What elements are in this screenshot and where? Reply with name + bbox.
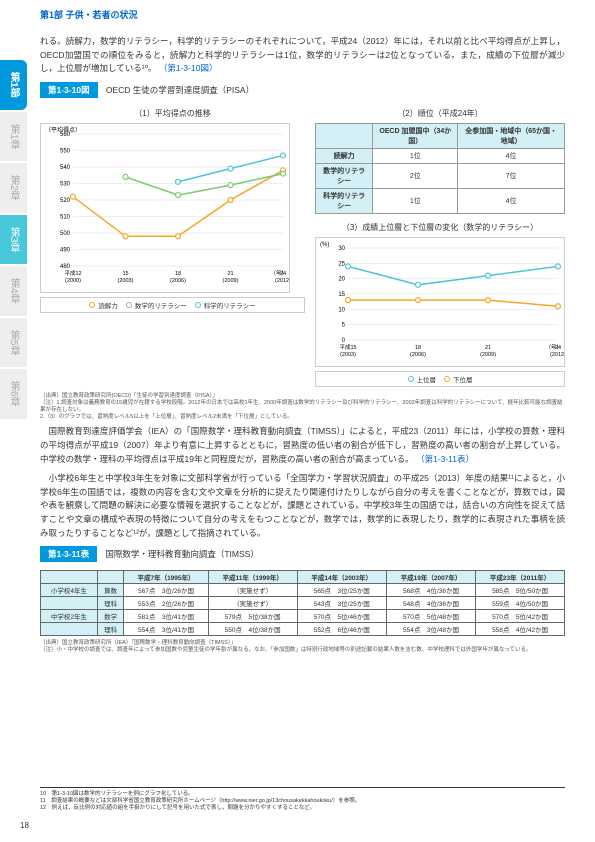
svg-text:480: 480 — [60, 264, 71, 270]
svg-text:10: 10 — [338, 307, 345, 313]
svg-text:(%): (%) — [320, 242, 329, 248]
page-number: 18 — [20, 821, 29, 830]
fig-title: OECD 生徒の学習到達度調査（PISA） — [106, 85, 254, 95]
sidebar: 第1部 第1章第2章第3章第4章第5章第6章 — [0, 60, 32, 421]
chart3-title: （3）成績上位層と下位層の変化（数学的リテラシー） — [315, 222, 565, 233]
figure-10: 第1-3-10図 OECD 生徒の学習到達度調査（PISA） （1）平均得点の推… — [40, 82, 565, 422]
tbl-label: 第1-3-11表 — [40, 546, 97, 562]
svg-text:20: 20 — [338, 276, 345, 282]
svg-text:18: 18 — [415, 345, 421, 351]
svg-text:(2003): (2003) — [118, 278, 134, 284]
svg-text:21: 21 — [227, 271, 233, 277]
sidebar-chapter-5: 第6章 — [0, 369, 27, 419]
fig-label: 第1-3-10図 — [40, 82, 98, 98]
sidebar-chapter-4: 第5章 — [0, 318, 27, 368]
table11-source: （出典）国立教育政策研究所（IEA）「国際数学・理科教育動向調査（TIMSS）」… — [40, 640, 565, 654]
chart1-legend: 読解力数学的リテラシー科学的リテラシー — [40, 297, 305, 313]
svg-text:18: 18 — [175, 271, 181, 277]
tbl-title: 国際数学・理科教育動向調査（TIMSS） — [105, 549, 258, 559]
svg-text:平成12: 平成12 — [64, 269, 81, 277]
body-p1: 国際教育到達度評価学会（IEA）の「国際数学・理科教育動向調査（TIMSS）」に… — [40, 425, 565, 466]
svg-text:(2000): (2000) — [65, 278, 81, 284]
svg-text:(2012): (2012) — [275, 278, 290, 284]
svg-text:(2006): (2006) — [410, 352, 426, 358]
svg-text:5: 5 — [342, 322, 346, 328]
sidebar-chapter-0: 第1章 — [0, 112, 27, 162]
rank-table: OECD 加盟国中（34か国）全参加国・地域中（65か国・地域）読解力1位4位数… — [315, 123, 565, 214]
sidebar-part: 第1部 — [0, 60, 27, 110]
svg-text:15: 15 — [122, 271, 128, 277]
svg-text:490: 490 — [60, 247, 71, 253]
sidebar-chapter-3: 第4章 — [0, 266, 27, 316]
svg-text:(2009): (2009) — [480, 352, 496, 358]
page-header: 第1部 子供・若者の状況 — [0, 0, 595, 25]
body-p2: 小学校6年生と中学校3年生を対象に文部科学省が行っている「全国学力・学習状況調査… — [40, 472, 565, 540]
svg-text:510: 510 — [60, 214, 71, 220]
footnotes: 10 第1-3-10図は数学的リテラシーを例にグラフ化している。 11 調査結果… — [40, 787, 565, 812]
breadcrumb: 第1部 子供・若者の状況 — [40, 10, 138, 20]
svg-text:（年）: （年） — [545, 343, 562, 351]
svg-text:550: 550 — [60, 148, 71, 154]
timss-table: 平成7年（1995年）平成11年（1999年）平成14年（2003年）平成19年… — [40, 570, 565, 636]
table-11: 第1-3-11表 国際数学・理科教育動向調査（TIMSS） 平成7年（1995年… — [40, 546, 565, 654]
svg-text:(2009): (2009) — [223, 278, 239, 284]
svg-text:540: 540 — [60, 165, 71, 171]
svg-text:30: 30 — [338, 246, 345, 252]
intro-para: れる。読解力，数学的リテラシー，科学的リテラシーのそれぞれについて，平成24（2… — [40, 35, 565, 76]
sidebar-chapter-2: 第3章 — [0, 215, 27, 265]
svg-text:520: 520 — [60, 198, 71, 204]
chart3-svg: 051015202530平成15(2003)18(2006)21(2009)24… — [315, 237, 565, 367]
svg-text:0: 0 — [342, 338, 346, 344]
ranktable-title: （2）順位（平成24年） — [315, 108, 565, 119]
svg-text:平成15: 平成15 — [339, 343, 356, 351]
chart3-legend: 上位層下位層 — [315, 371, 565, 387]
svg-text:530: 530 — [60, 181, 71, 187]
sidebar-chapter-1: 第2章 — [0, 163, 27, 213]
svg-text:(2006): (2006) — [170, 278, 186, 284]
main-content: れる。読解力，数学的リテラシー，科学的リテラシーのそれぞれについて，平成24（2… — [40, 25, 565, 654]
svg-text:（平均得点）: （平均得点） — [45, 126, 81, 134]
svg-text:(2012): (2012) — [550, 352, 565, 358]
svg-text:（年）: （年） — [270, 269, 287, 277]
svg-text:15: 15 — [338, 292, 345, 298]
chart1-svg: 480490500510520530540550560平成12(2000)15(… — [40, 123, 290, 293]
svg-text:25: 25 — [338, 261, 345, 267]
svg-text:(2003): (2003) — [340, 352, 356, 358]
fig10-source: （出典）国立教育政策研究所(OECD)「生徒の学習到達度調査（PISA）」 （注… — [40, 393, 565, 422]
chart1-title: （1）平均得点の推移 — [40, 108, 305, 119]
svg-text:21: 21 — [485, 345, 491, 351]
svg-text:500: 500 — [60, 231, 71, 237]
